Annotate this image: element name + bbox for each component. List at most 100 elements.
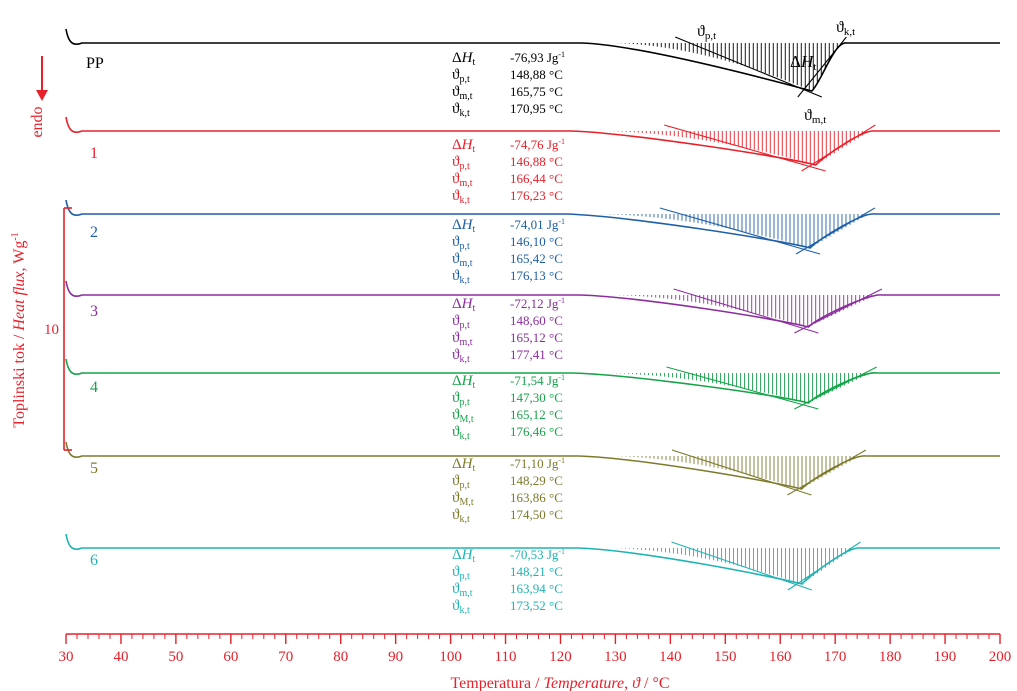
series-2 — [65, 199, 1000, 255]
annotation-symbol: ϑp,t — [452, 234, 470, 252]
annotation-symbol: ϑm,t — [452, 84, 473, 102]
series-label: 1 — [90, 145, 98, 162]
pp-area-label: ΔHt — [790, 52, 816, 73]
series-label: 5 — [90, 460, 98, 477]
endo-label: endo — [29, 106, 46, 137]
annotation-symbol: ϑk,t — [452, 101, 470, 119]
tangent-onset — [671, 541, 813, 591]
annotation-symbol: ΔHt — [452, 456, 476, 474]
tangent-end — [787, 541, 861, 591]
series-1 — [65, 116, 1000, 172]
annotation-value: -72,12 Jg-1 — [510, 296, 565, 311]
annotation-value: 148,29 °C — [510, 473, 563, 488]
series-5 — [65, 441, 1000, 496]
annotation-value: 163,86 °C — [510, 490, 563, 505]
annotation-symbol: ϑk,t — [452, 424, 470, 442]
x-tick-label: 80 — [333, 649, 348, 665]
annotation-value: 146,88 °C — [510, 154, 563, 169]
annotation-value: 147,30 °C — [510, 390, 563, 405]
annotation-symbol: ϑm,t — [452, 330, 473, 348]
x-tick-label: 100 — [439, 649, 462, 665]
annotation-symbol: ϑM,t — [452, 407, 474, 425]
tangent-onset — [673, 288, 819, 334]
annotation-value: 166,44 °C — [510, 171, 563, 186]
curves-layer — [65, 28, 1000, 591]
scale-bar-label: 10 — [44, 322, 59, 338]
annotation-value: 176,46 °C — [510, 424, 563, 439]
series-label: 3 — [90, 303, 98, 320]
tangent-onset — [671, 449, 812, 496]
decor-layer: Toplinski tok / Heat flux, Wg-1 endo 10 — [10, 56, 72, 451]
x-tick-label: 140 — [659, 649, 682, 665]
series-PP — [65, 28, 1000, 98]
tangent-end — [794, 288, 883, 334]
annotation-value: 173,52 °C — [510, 598, 563, 613]
x-tick-label: 40 — [113, 649, 128, 665]
annotation-value: 165,75 °C — [510, 84, 563, 99]
dsc-curve — [65, 358, 1000, 404]
x-tick-label: 170 — [824, 649, 847, 665]
annotation-value: 148,88 °C — [510, 67, 563, 82]
annotation-symbol: ΔHt — [452, 373, 476, 391]
annotation-symbol: ΔHt — [452, 217, 476, 235]
x-tick-label: 50 — [168, 649, 183, 665]
annotation-symbol: ϑp,t — [452, 154, 470, 172]
x-axis: 30 40 50 60 70 80 90 100 110 120 130 140 150 160 170 18… — [59, 633, 1012, 691]
annotation-symbol: ΔHt — [452, 137, 476, 155]
tangent-end — [795, 207, 876, 255]
dsc-curve — [65, 28, 1000, 92]
x-axis-label: Temperatura / Temperature, ϑ / °C — [450, 675, 669, 691]
tangent-end — [787, 449, 867, 496]
annotation-symbol: ϑm,t — [452, 581, 473, 599]
x-tick-label: 110 — [495, 649, 517, 665]
x-tick-label: 70 — [278, 649, 293, 665]
annotation-value: 163,94 °C — [510, 581, 563, 596]
dsc-curve — [65, 280, 1000, 328]
annotation-value: -76,93 Jg-1 — [510, 50, 565, 65]
annotation-value: 176,13 °C — [510, 268, 563, 283]
annotation-symbol: ϑp,t — [452, 390, 470, 408]
annotation-symbol: ϑk,t — [452, 598, 470, 616]
annotation-symbol: ϑp,t — [452, 67, 470, 85]
x-tick-label: 130 — [604, 649, 627, 665]
x-tick-label: 60 — [223, 649, 238, 665]
annotation-value: 170,95 °C — [510, 101, 563, 116]
annotation-symbol: ϑp,t — [452, 473, 470, 491]
x-tick-label: 180 — [879, 649, 902, 665]
annotation-value: 165,42 °C — [510, 251, 563, 266]
annotation-symbol: ϑk,t — [452, 268, 470, 286]
tangent-onset — [664, 124, 826, 172]
x-tick-label: 200 — [989, 649, 1012, 665]
series-6 — [65, 533, 1000, 591]
annotation-value: 176,23 °C — [510, 188, 563, 203]
pp-onset-label: ϑp,t — [697, 23, 716, 42]
dsc-curve — [65, 199, 1000, 249]
annotation-symbol: ϑp,t — [452, 564, 470, 582]
pp-peak-label: ϑm,t — [804, 107, 826, 126]
annotation-symbol: ϑk,t — [452, 347, 470, 365]
annotation-value: -70,53 Jg-1 — [510, 547, 565, 562]
tangent-onset — [674, 36, 823, 98]
annotation-value: 165,12 °C — [510, 407, 563, 422]
annotation-symbol: ΔHt — [452, 296, 476, 314]
annotation-value: 177,41 °C — [510, 347, 563, 362]
tangent-onset — [659, 207, 821, 255]
x-tick-label: 90 — [388, 649, 403, 665]
annotations-layer: PP ΔHt -76,93 Jg-1 ϑp,t 148,88 °C ϑm,t 165,75 … — [86, 19, 855, 616]
x-tick-label: 120 — [549, 649, 572, 665]
annotation-symbol: ΔHt — [452, 547, 476, 565]
tangent-end — [794, 366, 877, 410]
annotation-value: 165,12 °C — [510, 330, 563, 345]
annotation-symbol: ϑp,t — [452, 313, 470, 331]
x-tick-label: 190 — [934, 649, 957, 665]
tangent-onset — [666, 366, 819, 410]
annotation-value: -71,54 Jg-1 — [510, 373, 565, 388]
x-tick-label: 30 — [59, 649, 74, 665]
series-label: 2 — [90, 224, 98, 241]
series-label: PP — [86, 55, 104, 72]
annotation-symbol: ϑk,t — [452, 507, 470, 525]
series-3 — [65, 280, 1000, 334]
annotation-symbol: ϑk,t — [452, 188, 470, 206]
tangent-end — [797, 36, 847, 98]
annotation-symbol: ϑM,t — [452, 490, 474, 508]
